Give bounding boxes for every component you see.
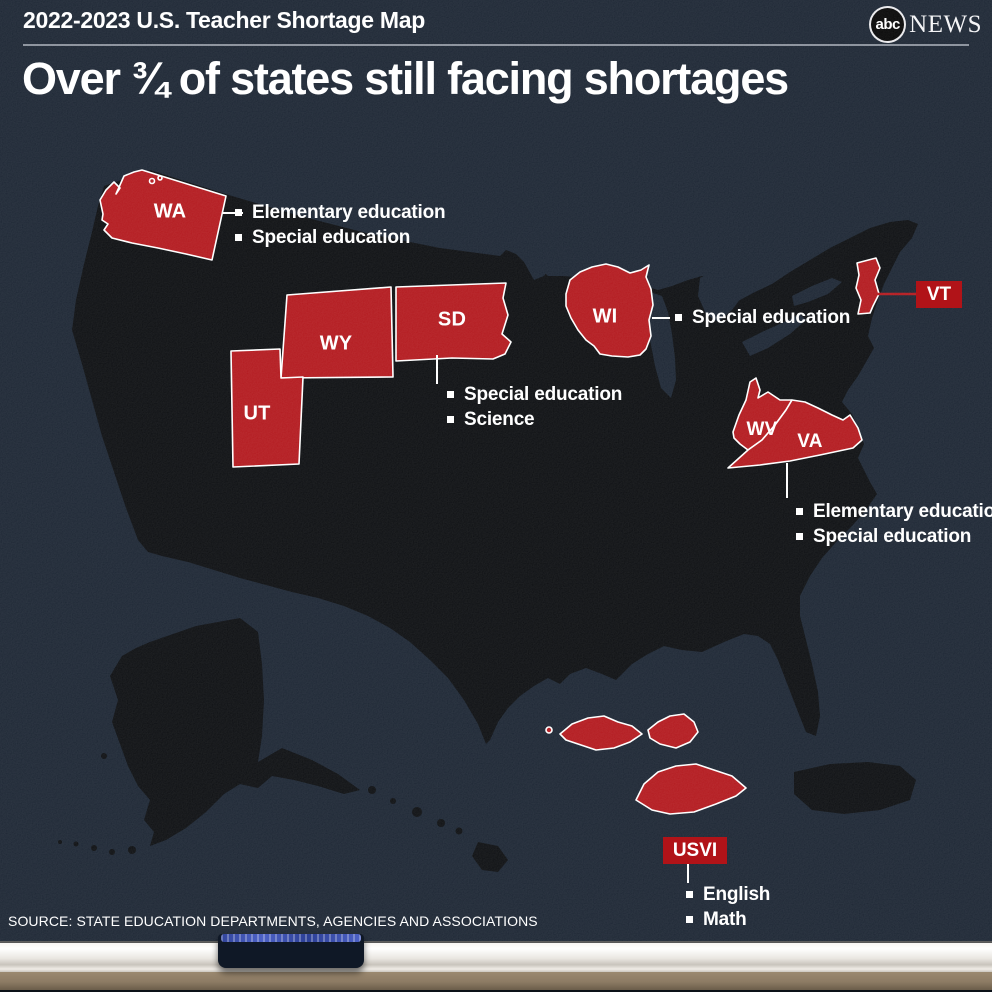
shortage-label: Math xyxy=(703,909,747,930)
bullet-square-icon xyxy=(235,209,242,216)
state-label-va: VA xyxy=(797,431,823,452)
state-label-wi: WI xyxy=(592,305,618,328)
bullet-square-icon xyxy=(686,916,693,923)
shortage-item: Elementary education xyxy=(796,501,992,523)
state-tag-vt: VT xyxy=(916,281,962,308)
callout-wa: Elementary education Special education xyxy=(235,202,446,249)
shortage-label: Elementary education xyxy=(252,202,446,223)
state-tag-usvi: USVI xyxy=(663,837,727,864)
shortage-label: Special education xyxy=(464,384,623,405)
tray-wood-strip xyxy=(0,972,992,990)
state-label-wv: WV xyxy=(746,419,778,440)
bullet-square-icon xyxy=(796,508,803,515)
shortage-item: English xyxy=(686,884,770,906)
bullet-square-icon xyxy=(447,416,454,423)
state-label-wy: WY xyxy=(319,332,353,355)
state-label-wa: WA xyxy=(153,200,187,223)
eraser-label-strip xyxy=(221,934,361,942)
bullet-square-icon xyxy=(686,891,693,898)
shortage-label: Special education xyxy=(692,307,851,328)
state-label-sd: SD xyxy=(437,308,467,331)
shortage-label: Elementary education xyxy=(813,501,992,522)
shortage-item: Math xyxy=(686,909,770,931)
shortage-item: Special education xyxy=(675,307,850,329)
shortage-label: Science xyxy=(464,409,535,430)
shortage-item: Special education xyxy=(447,384,622,406)
bottom-edge xyxy=(0,990,992,992)
shortage-item: Elementary education xyxy=(235,202,446,224)
shortage-label: English xyxy=(703,884,771,905)
shortage-item: Special education xyxy=(235,227,445,249)
bullet-square-icon xyxy=(675,314,682,321)
callout-va: Elementary education Special education xyxy=(796,501,992,548)
bullet-square-icon xyxy=(796,533,803,540)
source-attribution: SOURCE: STATE EDUCATION DEPARTMENTS, AGE… xyxy=(8,913,538,929)
bullet-square-icon xyxy=(235,234,242,241)
shortage-item: Science xyxy=(447,409,622,431)
state-label-ut: UT xyxy=(243,402,271,425)
chalk-tray xyxy=(0,941,992,974)
chalkboard-eraser xyxy=(218,934,364,968)
bullet-square-icon xyxy=(447,391,454,398)
callout-sd: Special education Science xyxy=(447,384,622,431)
shortage-label: Special education xyxy=(252,227,411,248)
shortage-label: Special education xyxy=(813,526,972,547)
shortage-item: Special education xyxy=(796,526,992,548)
callout-usvi: English Math xyxy=(686,884,770,931)
callout-wi: Special education xyxy=(675,307,850,329)
